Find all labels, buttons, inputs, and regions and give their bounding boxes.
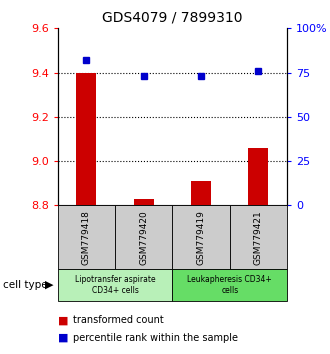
Text: ■: ■ [58, 333, 68, 343]
Text: ■: ■ [58, 315, 68, 325]
Text: percentile rank within the sample: percentile rank within the sample [73, 333, 238, 343]
Text: cell type: cell type [3, 280, 48, 290]
Bar [248, 148, 269, 205]
Text: GSM779420: GSM779420 [139, 210, 148, 264]
Title: GDS4079 / 7899310: GDS4079 / 7899310 [102, 10, 243, 24]
Text: GSM779418: GSM779418 [82, 210, 91, 265]
Text: Leukapheresis CD34+
cells: Leukapheresis CD34+ cells [187, 275, 272, 295]
Bar [191, 181, 211, 205]
Text: GSM779421: GSM779421 [254, 210, 263, 264]
Text: Lipotransfer aspirate
CD34+ cells: Lipotransfer aspirate CD34+ cells [75, 275, 155, 295]
Text: transformed count: transformed count [73, 315, 163, 325]
Text: ▶: ▶ [45, 280, 53, 290]
Bar [134, 199, 154, 205]
Text: GSM779419: GSM779419 [197, 210, 206, 265]
Bar [76, 73, 96, 205]
